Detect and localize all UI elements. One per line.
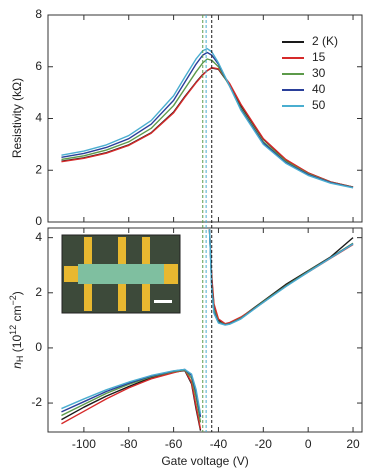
label-part: (10 (10, 335, 24, 356)
x-tick-label: 0 (305, 437, 312, 451)
data-line (61, 67, 354, 188)
legend-label: 2 (K) (312, 34, 338, 48)
data-line (61, 47, 354, 189)
data-line (61, 66, 354, 188)
y-tick-label: 4 (35, 111, 42, 125)
device-image (61, 234, 181, 314)
label-part: 12 (8, 325, 18, 335)
x-tick-label: -40 (210, 437, 228, 451)
x-tick-label: -80 (120, 437, 138, 451)
y-tick-label: 6 (35, 59, 42, 73)
label-part: H (15, 356, 25, 363)
y-tick-label: 2 (35, 285, 42, 299)
x-tick-label: 20 (346, 437, 360, 451)
x-tick-label: -60 (165, 437, 183, 451)
x-axis-label: Gate voltage (V) (161, 454, 248, 468)
y-tick-label: -2 (31, 395, 42, 409)
plot-frame (47, 227, 363, 433)
label-part: n (10, 362, 24, 369)
x-tick-label: -20 (255, 437, 273, 451)
legend-label: 40 (312, 82, 326, 96)
y-tick-label: 2 (35, 162, 42, 176)
data-line (61, 229, 354, 415)
legend-label: 30 (312, 66, 326, 80)
legend-label: 15 (312, 50, 326, 64)
label-part: cm (10, 306, 24, 325)
data-line (61, 51, 354, 189)
y-tick-label: 0 (35, 340, 42, 354)
y-axis-label: nH (1012 cm−2) (8, 291, 25, 369)
y-tick-label: 0 (35, 214, 42, 228)
data-line (61, 58, 354, 189)
legend-label: 50 (312, 98, 326, 112)
x-tick-label: -100 (72, 437, 96, 451)
y-axis-label: Resistivity (kΩ) (10, 78, 24, 158)
label-part: −2 (8, 295, 18, 305)
label-part: ) (10, 291, 24, 295)
y-tick-label: 4 (35, 230, 42, 244)
y-tick-label: 8 (35, 7, 42, 21)
